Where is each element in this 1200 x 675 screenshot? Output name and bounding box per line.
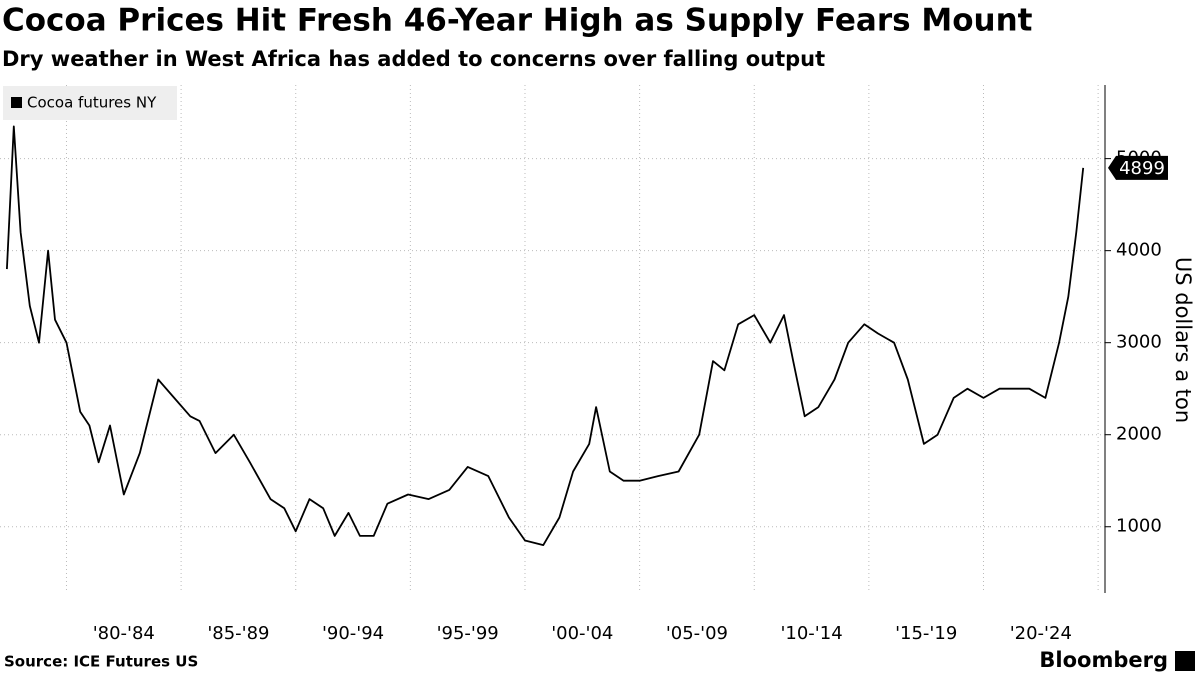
legend-label: Cocoa futures NY (27, 94, 157, 112)
x-tick-label: '90-'94 (322, 623, 384, 644)
logo-icon (1175, 651, 1195, 671)
y-axis-label: US dollars a ton (1171, 257, 1195, 423)
x-tick-label: '05-'09 (666, 623, 728, 644)
chart-subtitle: Dry weather in West Africa has added to … (2, 47, 825, 71)
x-tick-label: '00-'04 (551, 623, 613, 644)
y-tick-label: 2000 (1116, 424, 1162, 445)
legend-box (3, 86, 177, 120)
y-tick-label: 1000 (1116, 516, 1162, 537)
legend-swatch (11, 97, 22, 108)
y-tick-label: 3000 (1116, 332, 1162, 353)
x-tick-label: '80-'84 (93, 623, 155, 644)
x-tick-label: '95-'99 (437, 623, 499, 644)
x-tick-label: '85-'89 (207, 623, 269, 644)
y-tick-label: 4000 (1116, 240, 1162, 261)
source: Source: ICE Futures US (4, 653, 198, 671)
x-tick-label: '15-'19 (895, 623, 957, 644)
x-tick-label: '20-'24 (1010, 623, 1072, 644)
x-tick-label: '10-'14 (780, 623, 842, 644)
chart-title: Cocoa Prices Hit Fresh 46-Year High as S… (2, 3, 1033, 39)
last-value-badge (1108, 155, 1168, 180)
data-line (6, 125, 1085, 546)
logo-text: Bloomberg (1039, 648, 1168, 672)
last-value-label: 4899 (1119, 158, 1165, 179)
